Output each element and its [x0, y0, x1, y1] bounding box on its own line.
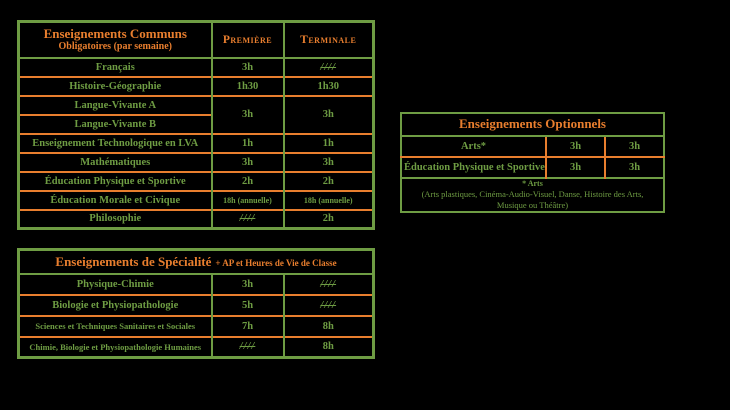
- table-header-row: Enseignements Communs Obligatoires (par …: [19, 21, 374, 58]
- course-label: Enseignement Technologique en LVA: [18, 132, 212, 153]
- table-enseignements-communs: Enseignements Communs Obligatoires (par …: [17, 20, 375, 230]
- hours-premiere: 5h: [210, 293, 284, 316]
- table-row: Langue-Vivante A 3h 3h: [18, 94, 374, 134]
- course-label: Mathématiques: [18, 151, 212, 172]
- hours-terminale: 3h: [604, 135, 664, 157]
- table-title-cell: Enseignements de Spécialité + AP et Heur…: [19, 250, 374, 274]
- table-title-cell: Enseignements Communs Obligatoires (par …: [19, 22, 212, 58]
- table-row: Histoire-Géographie 1h30 1h30: [18, 75, 374, 96]
- course-label: Physique-Chimie: [18, 272, 212, 295]
- footnote-cell: * Arts (Arts plastiques, Cinéma-Audio-Vi…: [401, 177, 664, 212]
- hours-premiere: 3h: [210, 56, 284, 77]
- table-title: Enseignements Communs: [43, 25, 187, 41]
- hours-premiere: 1h: [210, 132, 284, 153]
- hours-terminale: 8h: [282, 335, 374, 358]
- table-title: Enseignements Optionnels: [459, 116, 606, 132]
- hours-premiere: 7h: [210, 314, 284, 337]
- table-subtitle: Obligatoires (par semaine): [58, 41, 172, 53]
- table-enseignements-specialite: Enseignements de Spécialité + AP et Heur…: [17, 248, 376, 359]
- table-title-suffix: + AP et Heures de Vie de Classe: [215, 257, 337, 268]
- course-label: Chimie, Biologie et Physiopathologie Hum…: [18, 335, 212, 358]
- table-footnote-row: * Arts (Arts plastiques, Cinéma-Audio-Vi…: [401, 177, 664, 212]
- column-header-premiere: Première: [210, 21, 284, 58]
- table-row: Langue-Vivante B: [18, 113, 374, 134]
- course-label: Éducation Morale et Civique: [18, 189, 212, 210]
- hours-premiere: ////: [210, 208, 284, 229]
- table-header-row: Enseignements Optionnels: [401, 113, 664, 136]
- hours-terminale: 1h30: [282, 75, 374, 96]
- footnote-body: (Arts plastiques, Cinéma-Audio-Visuel, D…: [421, 189, 644, 210]
- hours-premiere: 3h: [210, 94, 284, 134]
- hours-terminale: 1h: [282, 132, 374, 153]
- hours-premiere: 2h: [210, 170, 284, 191]
- hours-premiere: 3h: [545, 135, 605, 157]
- table-row: Sciences et Techniques Sanitaires et Soc…: [18, 314, 374, 337]
- course-label: Sciences et Techniques Sanitaires et Soc…: [18, 314, 212, 337]
- course-label: Langue-Vivante B: [18, 113, 212, 134]
- table-row: Biologie et Physiopathologie 5h ////: [18, 293, 374, 316]
- course-label: Arts*: [401, 135, 546, 157]
- hours-premiere: 1h30: [210, 75, 284, 96]
- hours-terminale: 3h: [604, 156, 664, 178]
- hours-premiere: ////: [210, 335, 284, 358]
- table-row: Éducation Physique et Sportive 3h 3h: [401, 156, 664, 178]
- hours-terminale: ////: [282, 56, 374, 77]
- course-label: Français: [18, 56, 212, 77]
- table-row: Arts* 3h 3h: [401, 135, 664, 157]
- course-label: Philosophie: [18, 208, 212, 229]
- hours-terminale: 3h: [282, 151, 374, 172]
- table-enseignements-optionnels: Enseignements Optionnels Arts* 3h 3h Édu…: [400, 112, 665, 213]
- footnote-title: * Arts: [522, 179, 543, 189]
- table-row: Chimie, Biologie et Physiopathologie Hum…: [18, 335, 374, 358]
- table-row: Éducation Physique et Sportive 2h 2h: [18, 170, 374, 191]
- course-label: Biologie et Physiopathologie: [18, 293, 212, 316]
- hours-terminale: 2h: [282, 208, 374, 229]
- table-row: Mathématiques 3h 3h: [18, 151, 374, 172]
- course-label: Éducation Physique et Sportive: [18, 170, 212, 191]
- hours-terminale: 2h: [282, 170, 374, 191]
- hours-terminale: ////: [282, 272, 374, 295]
- hours-premiere: 18h (annuelle): [210, 189, 284, 210]
- table-header-row: Enseignements de Spécialité + AP et Heur…: [19, 250, 374, 274]
- hours-terminale: ////: [282, 293, 374, 316]
- table-row: Philosophie //// 2h: [18, 208, 374, 229]
- table-title: Enseignements de Spécialité: [55, 253, 212, 269]
- course-label: Éducation Physique et Sportive: [401, 156, 546, 178]
- table-row: Physique-Chimie 3h ////: [18, 272, 374, 295]
- table-row: Enseignement Technologique en LVA 1h 1h: [18, 132, 374, 153]
- hours-terminale: 18h (annuelle): [282, 189, 374, 210]
- table-row: Éducation Morale et Civique 18h (annuell…: [18, 189, 374, 210]
- course-label: Histoire-Géographie: [18, 75, 212, 96]
- hours-terminale: 8h: [282, 314, 374, 337]
- course-label: Langue-Vivante A: [18, 94, 212, 115]
- table-row: Français 3h ////: [18, 56, 374, 77]
- hours-terminale: 3h: [282, 94, 374, 134]
- hours-premiere: 3h: [210, 151, 284, 172]
- hours-premiere: 3h: [210, 272, 284, 295]
- hours-premiere: 3h: [545, 156, 605, 178]
- column-header-terminale: Terminale: [282, 21, 374, 58]
